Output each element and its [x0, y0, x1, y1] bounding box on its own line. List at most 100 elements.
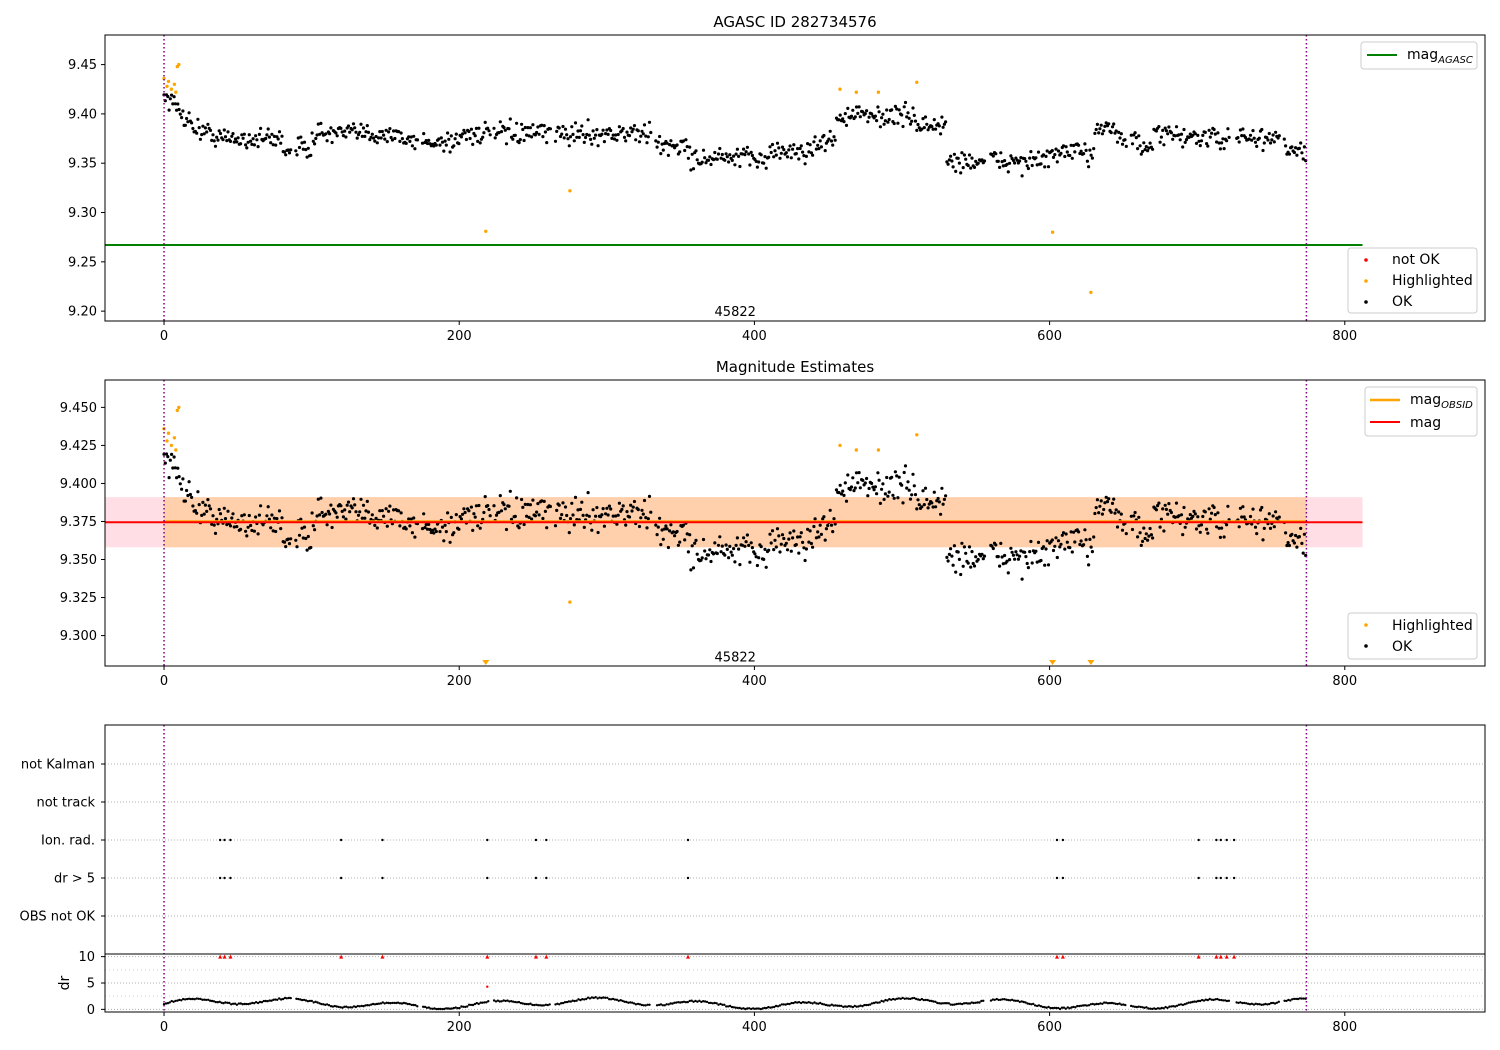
agasc-ok-point	[881, 112, 885, 116]
agasc-ok-point	[1261, 148, 1265, 153]
estimates-ok-point	[1050, 538, 1054, 542]
dr-point	[577, 998, 580, 1001]
estimates-ok-point	[1054, 536, 1058, 540]
estimates-ok-point	[857, 471, 861, 475]
agasc-ok-point	[318, 132, 322, 136]
agasc-ok-point	[1102, 129, 1106, 133]
dr-point	[953, 1003, 956, 1006]
dr-point	[853, 1004, 856, 1008]
agasc-ok-point	[788, 144, 792, 148]
agasc-ok-point	[355, 136, 359, 140]
agasc-ok-point	[832, 135, 836, 139]
dr-point	[314, 1000, 317, 1003]
agasc-ok-point	[703, 156, 707, 160]
estimates-ok-point	[895, 474, 899, 478]
estimates-ok-point	[974, 555, 978, 559]
estimates-ok-point	[681, 523, 686, 527]
dr-point	[254, 1001, 258, 1004]
estimates-ok-point	[1151, 536, 1155, 540]
agasc-ok-point	[1220, 141, 1224, 145]
dr-point	[414, 1004, 417, 1007]
agasc-ok-point	[168, 97, 172, 101]
dr-point	[208, 999, 212, 1002]
dr-point	[867, 1003, 870, 1007]
agasc-ok-point	[555, 129, 559, 133]
agasc-ok-point	[770, 142, 775, 147]
agasc-ok-point	[202, 132, 206, 136]
agasc-ok-point	[1118, 136, 1122, 140]
agasc-ok-point	[223, 135, 228, 139]
dr-point	[870, 1002, 874, 1005]
estimates-ok-point	[791, 536, 795, 540]
agasc-ok-point	[313, 142, 317, 146]
estimates-ok-point	[647, 494, 652, 498]
dr-point	[324, 1003, 327, 1006]
dr-point	[838, 1004, 841, 1007]
estimates-ok-point	[630, 509, 634, 513]
dr-point	[803, 1001, 807, 1004]
agasc-legend-highlighted-label: Highlighted	[1392, 273, 1473, 289]
dr-point	[320, 1002, 323, 1006]
dr-clipped-marker	[1196, 954, 1201, 959]
agasc-ok-point	[595, 128, 599, 132]
agasc-ok-point	[1143, 148, 1147, 152]
agasc-ok-point	[1129, 133, 1133, 137]
estimates-ok-point	[880, 487, 884, 491]
dr-point	[659, 1003, 663, 1006]
agasc-ok-point	[1051, 155, 1056, 159]
estimates-ok-point	[370, 513, 374, 517]
agasc-ok-point	[1300, 151, 1304, 155]
estimates-ok-point	[637, 524, 642, 529]
dr-point	[629, 1001, 632, 1004]
estimates-ok-point	[685, 532, 689, 536]
flags-category-label: Ion. rad.	[41, 834, 95, 849]
dr-point	[1158, 1007, 1162, 1010]
dr-point	[1097, 1002, 1100, 1006]
dr-point	[233, 1002, 237, 1005]
agasc-ok-point	[360, 134, 364, 138]
estimates-ok-point	[719, 550, 723, 554]
agasc-ok-point	[577, 135, 581, 139]
agasc-ok-point	[878, 125, 883, 129]
agasc-ok-point	[763, 155, 767, 159]
dr-point	[429, 1007, 432, 1010]
estimates-ok-point	[536, 502, 540, 506]
estimates-ok-point	[694, 538, 698, 543]
agasc-ok-point	[191, 126, 195, 131]
estimates-ok-point	[1024, 555, 1028, 559]
agasc-ok-point	[828, 129, 832, 133]
estimates-ok-point	[196, 490, 200, 494]
agasc-ok-point	[252, 143, 256, 147]
estimates-ok-point	[299, 517, 303, 521]
dr-point	[452, 1006, 455, 1010]
estimates-ok-point	[382, 514, 386, 518]
agasc-ok-point	[1142, 141, 1146, 145]
estimates-ok-point	[408, 524, 412, 528]
estimates-ok-point	[907, 488, 911, 492]
agasc-ok-point	[208, 128, 213, 132]
agasc-ok-point	[996, 159, 1000, 163]
estimates-ok-point	[461, 512, 465, 516]
agasc-ok-point	[241, 136, 245, 140]
estimates-ok-point	[1205, 527, 1209, 531]
dr-point	[1197, 999, 1200, 1003]
agasc-ok-point	[1046, 165, 1051, 169]
agasc-ok-point	[683, 148, 687, 153]
dr-point	[258, 1000, 262, 1004]
dr-point	[502, 999, 505, 1002]
dr-point	[719, 1002, 722, 1006]
dr-point	[1289, 999, 1292, 1002]
agasc-ok-point	[803, 162, 807, 166]
dr-point	[166, 1002, 170, 1005]
agasc-title: AGASC ID 282734576	[713, 13, 876, 31]
agasc-ok-point	[778, 156, 782, 160]
agasc-ok-point	[764, 166, 768, 170]
estimates-ok-point	[981, 557, 985, 561]
estimates-ok-point	[675, 529, 679, 534]
estimates-ok-point	[842, 493, 846, 497]
agasc-ok-point	[240, 133, 244, 137]
dr-point	[1151, 1007, 1154, 1011]
dr-point	[792, 1001, 795, 1005]
dr-point	[1135, 1005, 1139, 1009]
estimates-ok-point	[779, 542, 783, 546]
